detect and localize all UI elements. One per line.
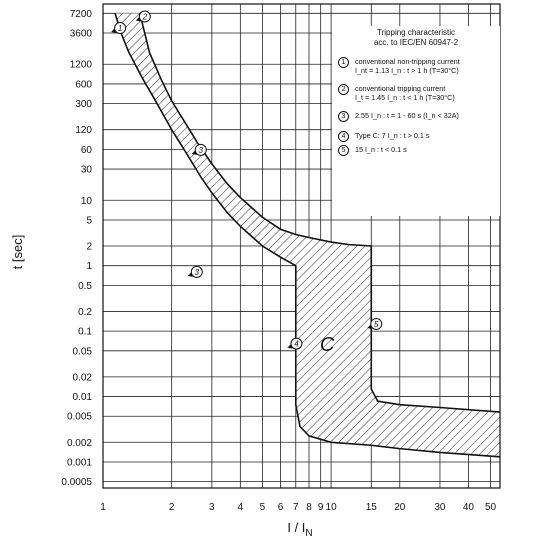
x-tick-label: 4: [238, 502, 244, 513]
x-tick-label: 1: [100, 502, 106, 513]
y-tick-label: 0.2: [78, 307, 92, 318]
y-tick-label: 300: [75, 99, 92, 110]
x-tick-label: 5: [260, 502, 266, 513]
plot-frame: [102, 3, 501, 489]
legend-title: Tripping characteristic acc. to IEC/EN 6…: [332, 28, 500, 48]
legend-number-badge: 5: [338, 145, 349, 156]
y-tick-label: 3600: [70, 29, 93, 40]
marker-label: 5: [374, 320, 379, 329]
y-tick-label: 0.001: [67, 457, 92, 468]
legend-title-line-1: Tripping characteristic: [377, 28, 455, 37]
y-tick-label: 30: [81, 165, 93, 176]
y-tick-label: 0.1: [78, 327, 92, 338]
y-tick-label: 60: [81, 145, 93, 156]
legend-item-1: 1 conventional non-tripping current I_nt…: [338, 57, 500, 75]
x-tick-label: 20: [394, 502, 406, 513]
y-tick-label: 2: [86, 242, 92, 253]
marker-label: 1: [118, 24, 122, 33]
legend-title-line-2: acc. to IEC/EN 60947-2: [373, 38, 459, 47]
marker-circle: [138, 10, 151, 23]
band-upper-line: [139, 13, 501, 413]
legend-item-text: conventional tripping current: [355, 84, 446, 93]
marker-2: 2: [135, 10, 151, 23]
y-tick-label: 7200: [70, 9, 93, 20]
x-tick-labels: 1 2 3 4 5 6 7 8 9 10 15 20 30 40 50: [100, 502, 496, 513]
marker-circle: [114, 22, 127, 35]
legend-panel: Tripping characteristic acc. to IEC/EN 6…: [332, 26, 500, 216]
marker-label: 3: [199, 146, 204, 155]
legend-number-badge: 1: [338, 57, 349, 68]
legend-item-5: 5 15 I_n : t < 0.1 s: [338, 145, 500, 156]
marker-label: 3: [195, 268, 200, 277]
tripping-band: [114, 13, 501, 458]
legend-item-text: conventional non-tripping current: [355, 57, 460, 66]
y-tick-label: 0.05: [73, 346, 93, 357]
legend-item-text: 2.55 I_n : t = 1 - 60 s (I_n < 32A): [355, 111, 459, 120]
legend-number-badge: 4: [338, 131, 349, 142]
marker-4: 4: [287, 337, 303, 350]
marker-label: 2: [142, 13, 148, 22]
band-hatch: [115, 13, 500, 457]
x-axis-title: I / IN: [287, 520, 312, 539]
marker-3: 3: [187, 265, 203, 278]
marker-circle: [194, 143, 207, 156]
x-tick-label: 2: [169, 502, 175, 513]
marker-circle: [370, 317, 383, 330]
x-tick-label: 15: [366, 502, 378, 513]
legend-number-badge: 3: [338, 111, 349, 122]
y-tick-label: 120: [75, 125, 92, 136]
x-tick-label: 30: [434, 502, 446, 513]
legend-item-text: 15 I_n : t < 0.1 s: [355, 145, 407, 154]
x-tick-label: 8: [306, 502, 312, 513]
marker-label: 4: [294, 340, 299, 349]
y-tick-label: 0.005: [67, 412, 92, 423]
x-tick-label: 6: [278, 502, 284, 513]
x-tick-label: 9: [318, 502, 324, 513]
curve-type-letter: C: [320, 334, 335, 356]
marker-1: 1: [111, 22, 127, 35]
legend-number-badge: 2: [338, 84, 349, 95]
legend-item-2: 2 conventional tripping current I_t = 1.…: [338, 84, 500, 102]
y-tick-label: 10: [81, 196, 93, 207]
legend-item-3: 3 2.55 I_n : t = 1 - 60 s (I_n < 32A): [338, 111, 500, 122]
y-tick-label: 0.5: [78, 281, 92, 292]
x-tick-label: 3: [209, 502, 215, 513]
reference-markers: 1 2 3 3 4 5: [111, 10, 383, 350]
x-tick-label: 40: [463, 502, 475, 513]
band-lower-line: [114, 13, 501, 458]
y-tick-label: 0.01: [73, 392, 93, 403]
legend-item-text: I_nt = 1.13 I_n : t > 1 h (T=30°C): [355, 66, 459, 75]
marker-circle: [190, 265, 203, 278]
x-tick-label: 10: [326, 502, 338, 513]
marker-3: 3: [191, 143, 207, 156]
marker-5: 5: [367, 317, 383, 330]
y-tick-labels: 7200 3600 1200 600 300 120 60 30 10 5 2 1 0.5 0.2 0.1 0…: [61, 9, 92, 488]
y-tick-label: 1200: [70, 60, 93, 71]
marker-circle: [290, 337, 303, 350]
y-tick-label: 0.02: [73, 372, 93, 383]
y-axis-title: t [sec]: [10, 235, 25, 270]
x-axis-title-main: I / I: [287, 520, 305, 535]
x-tick-label: 7: [293, 502, 299, 513]
y-tick-label: 0.002: [67, 438, 92, 449]
legend-item-4: 4 Type C: 7 I_n : t > 0.1 s: [338, 131, 500, 142]
x-axis-title-sub: N: [305, 528, 312, 539]
y-tick-label: 1: [86, 261, 92, 272]
legend-item-text: I_t = 1.45 I_n : t < 1 h (T=30°C): [355, 93, 455, 102]
y-tick-label: 600: [75, 79, 92, 90]
legend-item-text: Type C: 7 I_n : t > 0.1 s: [355, 131, 430, 140]
x-tick-label: 50: [485, 502, 497, 513]
y-tick-label: 5: [86, 215, 92, 226]
y-tick-label: 0.0005: [61, 477, 92, 488]
